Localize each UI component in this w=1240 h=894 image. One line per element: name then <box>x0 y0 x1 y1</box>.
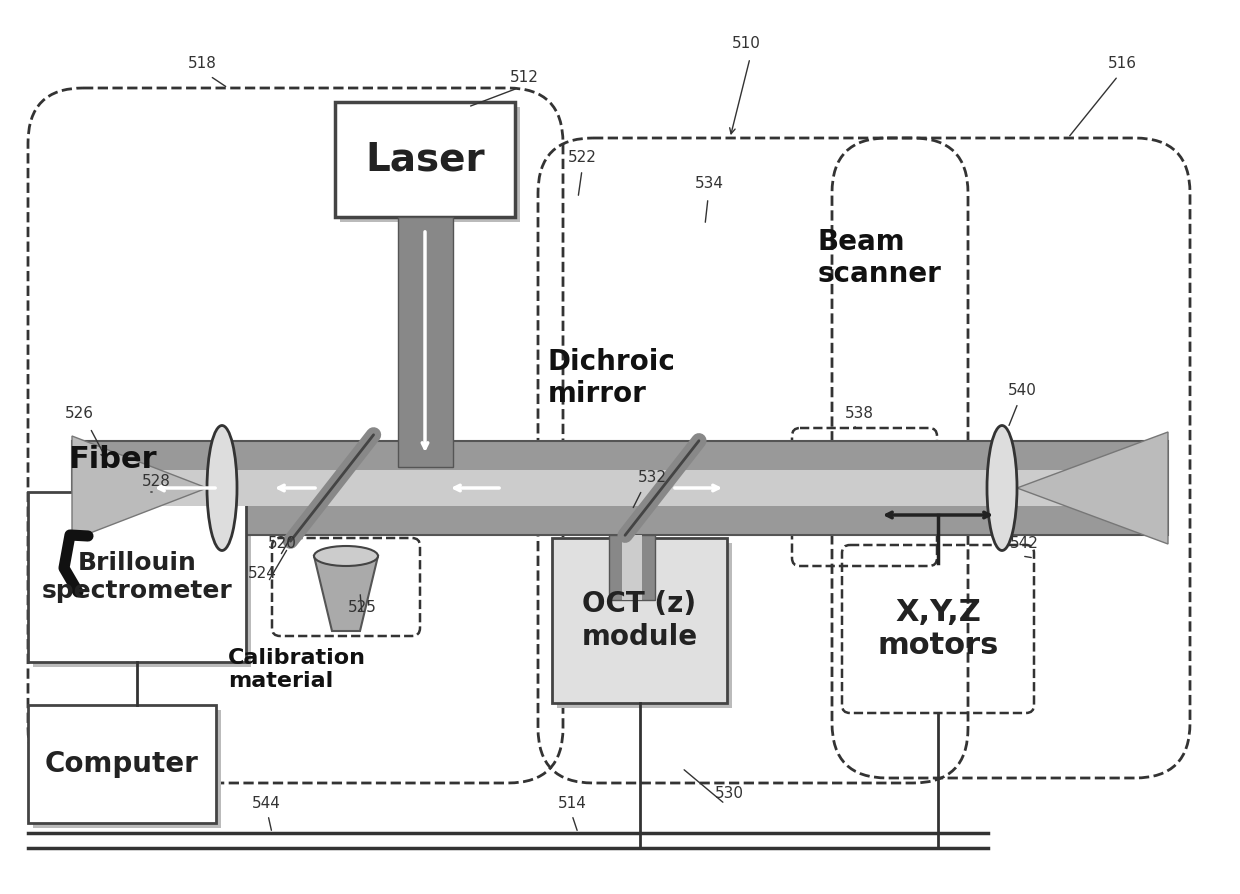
Text: 534: 534 <box>694 176 724 191</box>
Polygon shape <box>1017 432 1168 544</box>
Text: Dichroic
mirror: Dichroic mirror <box>548 348 676 409</box>
Text: 524: 524 <box>248 566 277 581</box>
Text: 540: 540 <box>1008 383 1037 398</box>
Bar <box>622 535 642 600</box>
Text: 542: 542 <box>1011 536 1039 551</box>
Text: Computer: Computer <box>45 750 198 778</box>
Bar <box>29 492 246 662</box>
Polygon shape <box>72 436 207 540</box>
Ellipse shape <box>314 546 378 566</box>
Text: X,Y,Z
motors: X,Y,Z motors <box>878 598 998 661</box>
Text: 520: 520 <box>268 536 296 551</box>
Bar <box>609 535 655 600</box>
Bar <box>33 497 250 667</box>
Text: 530: 530 <box>715 786 744 801</box>
Bar <box>340 107 520 222</box>
Text: 525: 525 <box>348 600 377 615</box>
Bar <box>398 217 453 467</box>
Text: 518: 518 <box>188 56 217 71</box>
Text: 544: 544 <box>252 796 281 811</box>
Text: Beam
scanner: Beam scanner <box>818 228 942 289</box>
Text: 538: 538 <box>844 406 874 421</box>
Ellipse shape <box>207 426 237 551</box>
Text: 528: 528 <box>143 474 171 489</box>
Text: 512: 512 <box>510 70 539 85</box>
Bar <box>72 470 1168 506</box>
Text: Fiber: Fiber <box>68 445 156 474</box>
Text: Laser: Laser <box>366 140 485 179</box>
Bar <box>72 441 1168 535</box>
Text: 514: 514 <box>558 796 587 811</box>
Text: 510: 510 <box>732 36 761 51</box>
Text: 532: 532 <box>639 470 667 485</box>
Text: 526: 526 <box>64 406 94 421</box>
Bar <box>335 102 515 217</box>
Polygon shape <box>314 556 378 631</box>
Text: 522: 522 <box>568 150 596 165</box>
Bar <box>557 543 732 708</box>
Text: OCT (z)
module: OCT (z) module <box>582 590 698 651</box>
Bar <box>29 705 216 823</box>
Ellipse shape <box>987 426 1017 551</box>
Text: 516: 516 <box>1109 56 1137 71</box>
Bar <box>33 710 221 828</box>
Bar <box>552 538 727 703</box>
Text: Brillouin
spectrometer: Brillouin spectrometer <box>42 551 232 603</box>
Text: Calibration
material: Calibration material <box>228 648 366 691</box>
